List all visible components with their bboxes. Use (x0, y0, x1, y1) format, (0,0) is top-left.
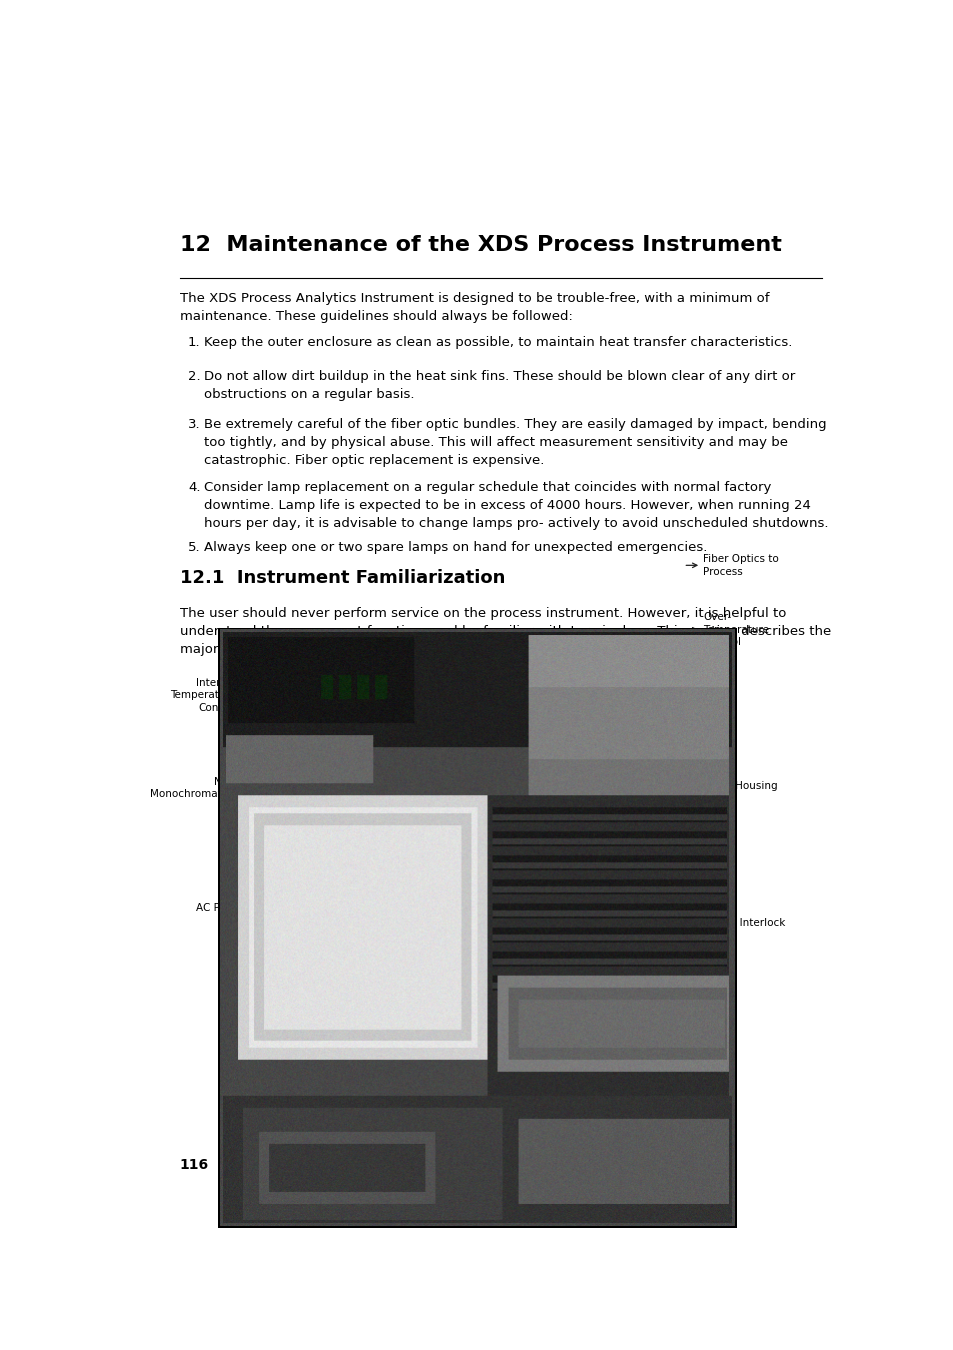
Text: 5.: 5. (188, 541, 200, 555)
Text: Internal
Temperature
Control: Internal Temperature Control (170, 678, 235, 713)
Text: ▪ ▪ ▪ ▪ ▪ ▪ ▪: ▪ ▪ ▪ ▪ ▪ ▪ ▪ (233, 1161, 293, 1170)
Text: Over-
Temperature
Control: Over- Temperature Control (702, 613, 768, 647)
Text: Fiber Optics to
Process: Fiber Optics to Process (702, 554, 779, 576)
Text: LED Panel: LED Panel (225, 653, 276, 664)
Text: 12.1  Instrument Familiarization: 12.1 Instrument Familiarization (180, 570, 505, 587)
Text: The user should never perform service on the process instrument. However, it is : The user should never perform service on… (180, 608, 830, 656)
Text: 2.: 2. (188, 370, 200, 383)
Text: Consider lamp replacement on a regular schedule that coincides with normal facto: Consider lamp replacement on a regular s… (204, 481, 828, 531)
Text: 4.: 4. (188, 481, 200, 494)
Text: The XDS Process Analytics Instrument is designed to be trouble-free, with a mini: The XDS Process Analytics Instrument is … (180, 292, 768, 323)
Text: 116: 116 (180, 1158, 209, 1172)
Text: Be extremely careful of the fiber optic bundles. They are easily damaged by impa: Be extremely careful of the fiber optic … (204, 417, 826, 467)
Text: NIR
Monochromator: NIR Monochromator (150, 776, 233, 799)
Text: Lamp Housing: Lamp Housing (702, 780, 777, 791)
Text: Safety Interlock
Switch: Safety Interlock Switch (702, 918, 785, 941)
Text: AC Power Block: AC Power Block (195, 903, 276, 914)
Text: Always keep one or two spare lamps on hand for unexpected emergencies.: Always keep one or two spare lamps on ha… (204, 541, 707, 555)
Text: Keep the outer enclosure as clean as possible, to maintain heat transfer charact: Keep the outer enclosure as clean as pos… (204, 336, 792, 348)
Text: 12  Maintenance of the XDS Process Instrument: 12 Maintenance of the XDS Process Instru… (180, 235, 781, 255)
Text: Do not allow dirt buildup in the heat sink fins. These should be blown clear of : Do not allow dirt buildup in the heat si… (204, 370, 795, 401)
Text: 3.: 3. (188, 417, 200, 431)
Text: 1.: 1. (188, 336, 200, 348)
